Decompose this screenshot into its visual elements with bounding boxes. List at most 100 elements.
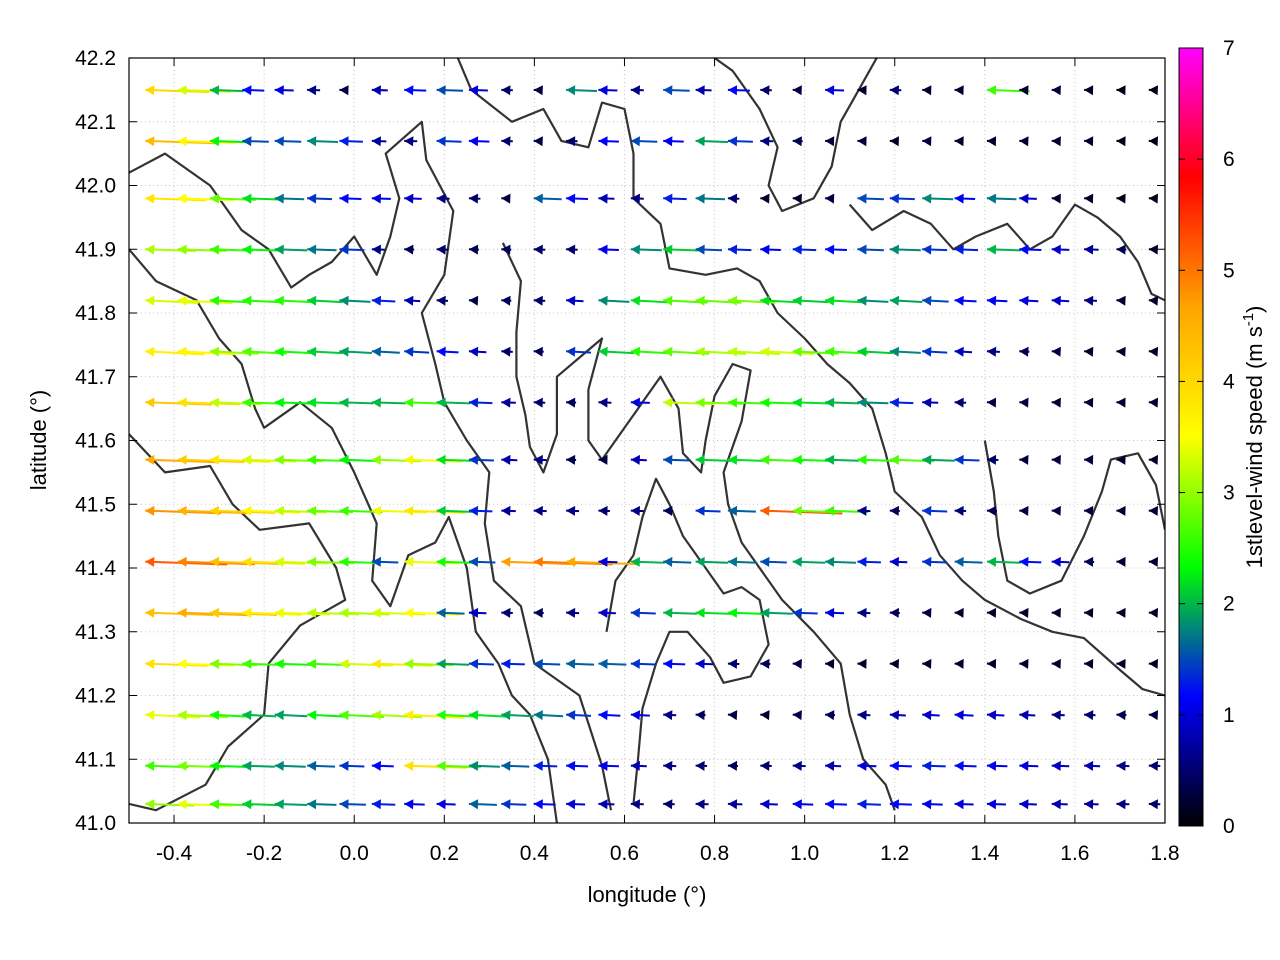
y-tick-label: 41.5 [75, 493, 116, 516]
wind-vector [371, 505, 427, 516]
wind-vector [436, 556, 477, 567]
wind-vector [889, 799, 912, 810]
wind-vector [598, 346, 634, 357]
wind-vector [889, 658, 899, 669]
wind-vector [630, 193, 644, 204]
wind-vector [307, 295, 343, 306]
wind-vector [274, 505, 327, 516]
wind-vector [339, 760, 365, 771]
wind-vector [1051, 454, 1061, 465]
wind-vector [598, 607, 616, 618]
wind-vector [533, 658, 561, 669]
wind-vector [566, 244, 578, 255]
wind-vector [1148, 607, 1158, 618]
wind-vector [371, 346, 400, 357]
wind-vector [566, 760, 589, 771]
wind-vector [274, 346, 315, 357]
wind-vector [501, 193, 511, 204]
wind-vector [533, 346, 544, 357]
wind-vector [922, 607, 932, 618]
wind-vector [598, 505, 610, 516]
wind-vector [339, 85, 349, 96]
wind-vector [857, 607, 871, 618]
wind-vector [1019, 556, 1042, 567]
wind-vector [1116, 799, 1130, 810]
wind-vector [695, 760, 708, 771]
wind-vector [889, 244, 921, 255]
wind-vector [1051, 556, 1070, 567]
wind-vector [371, 658, 433, 669]
wind-vector [1148, 295, 1159, 306]
wind-vector [1084, 710, 1096, 721]
wind-vector [566, 136, 578, 147]
wind-vector [1148, 710, 1159, 721]
wind-vector [404, 505, 466, 516]
wind-vector [1116, 346, 1126, 357]
wind-vector [922, 710, 940, 721]
wind-vector [242, 760, 275, 771]
wind-vector [727, 505, 756, 516]
wind-vector [825, 760, 842, 771]
wind-vector [1116, 136, 1126, 147]
wind-vector [1116, 193, 1126, 204]
wind-vector [209, 85, 244, 96]
wind-vector [1019, 193, 1037, 204]
wind-vector [209, 760, 249, 771]
wind-vector [954, 244, 979, 255]
wind-vector [468, 136, 490, 147]
colorbar-title-end: ) [1242, 306, 1267, 313]
wind-vector [1084, 658, 1094, 669]
wind-vector [825, 710, 836, 721]
wind-vector [1084, 799, 1099, 810]
wind-vector [986, 799, 1006, 810]
x-tick-label: 0.0 [340, 842, 369, 865]
wind-vector [1084, 346, 1094, 357]
wind-vector [663, 193, 687, 204]
contour-line [713, 58, 878, 213]
wind-vector [436, 658, 470, 669]
wind-vector [857, 556, 881, 567]
wind-vector [598, 710, 621, 721]
wind-vector [857, 244, 884, 255]
wind-vector [177, 710, 229, 721]
wind-vector [1051, 799, 1068, 810]
wind-vector [274, 244, 308, 255]
wind-vector [339, 136, 363, 147]
wind-vector [1084, 454, 1094, 465]
wind-vector [533, 295, 546, 306]
wind-vector [630, 799, 644, 810]
wind-vector [986, 760, 1008, 771]
wind-vector [598, 556, 618, 567]
wind-vector [857, 136, 867, 147]
wind-vector [954, 607, 964, 618]
wind-vector [209, 295, 252, 306]
wind-vector [760, 658, 771, 669]
wind-vector [792, 193, 802, 204]
wind-vector [307, 193, 333, 204]
wind-vector [1019, 295, 1039, 306]
wind-vector [727, 136, 753, 147]
wind-vector [145, 244, 196, 255]
wind-vector [533, 193, 562, 204]
wind-vector [209, 505, 276, 516]
wind-vector [922, 136, 932, 147]
colorbar-tick-label: 5 [1223, 259, 1235, 282]
wind-vector [1084, 556, 1095, 567]
wind-vector [792, 454, 833, 465]
contour-line [129, 433, 347, 812]
wind-vector [307, 85, 321, 96]
wind-vector [404, 454, 463, 465]
wind-vector [177, 85, 232, 96]
wind-vector [436, 244, 449, 255]
wind-vector [1084, 85, 1094, 96]
wind-vector [792, 607, 818, 618]
wind-vector [954, 85, 964, 96]
wind-vector [1116, 658, 1126, 669]
wind-vector [242, 607, 302, 618]
wind-vector [695, 607, 733, 618]
wind-vector [825, 244, 848, 255]
wind-vector [468, 710, 506, 721]
y-tick-label: 41.6 [75, 430, 116, 453]
wind-vector [1148, 454, 1158, 465]
wind-vector [986, 607, 997, 618]
